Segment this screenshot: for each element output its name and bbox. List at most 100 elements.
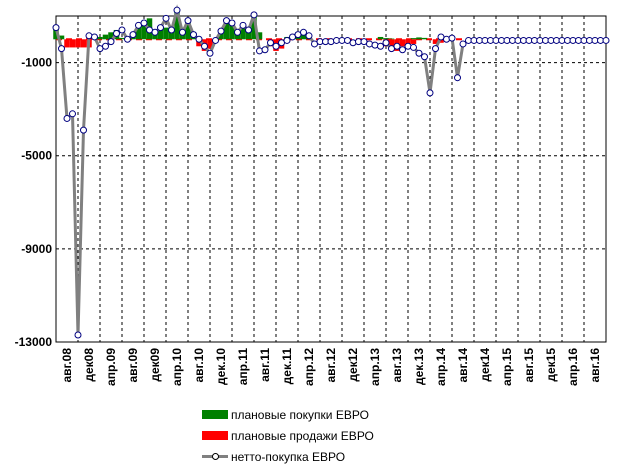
sell-mark-2 [75,39,81,48]
net-point-5 [80,126,87,134]
buy-mark-16 [168,29,175,40]
x-tick-label-4: дек09 [148,348,162,382]
buy-mark-10 [135,27,142,40]
net-point-19 [157,24,164,32]
x-tick-label-22: дек15 [544,348,558,382]
net-point-11 [113,29,120,37]
net-point-46 [305,32,313,40]
y-tick-label-3: -13000 [15,335,53,349]
net-point-66 [415,49,423,57]
buy-mark-36 [388,38,395,40]
y-tick-label-2: -9000 [21,242,52,256]
buy-mark-27 [251,16,257,40]
net-point-35 [245,26,252,34]
buy-mark-34 [377,36,384,40]
net-point-10 [107,38,115,46]
buy-mark-39 [421,37,428,40]
sell-mark-14 [399,39,406,47]
net-point-45 [300,28,307,36]
x-tick-label-0: авг.08 [60,348,74,383]
net-point-3 [69,110,76,118]
net-point-72 [448,34,456,42]
x-tick-label-12: авг.12 [324,348,338,383]
net-point-9 [102,42,109,50]
buy-mark-1 [58,35,65,40]
sell-mark-18 [438,39,444,43]
x-axis: авг.08 дек08 апр.09 авг.09 дек09 апр.10 авг.10… [60,348,602,386]
net-point-24 [184,17,192,25]
net-point-54 [349,39,357,47]
x-tick-label-10: дек.11 [280,348,294,385]
sell-mark-17 [432,39,439,44]
net-point-7 [91,33,98,41]
net-point-39 [267,39,274,47]
legend-swatch-sell [202,431,228,440]
buy-mark-19 [185,20,191,40]
net-point-14 [129,31,137,39]
net-point-23 [179,28,186,36]
net-point-64 [404,42,412,50]
net-point-68 [426,89,434,97]
sell-mark-12 [388,39,395,49]
sell-mark-1 [69,39,76,48]
sell-mark-7 [207,39,213,49]
net-point-26 [195,35,203,43]
x-tick-label-7: дек.10 [214,348,228,385]
buy-mark-15 [163,27,169,40]
legend-label-sell: плановые продажи ЕВРО [231,428,374,443]
x-tick-label-11: апр.12 [302,348,316,386]
net-point-4 [74,331,82,339]
net-point-20 [162,14,170,22]
x-tick-label-5: апр.10 [170,348,184,386]
legend-label-net: нетто-покупка ЕВРО [231,449,346,464]
buy-mark-5 [108,32,114,40]
net-point-33 [234,28,241,36]
net-point-13 [124,35,131,43]
buy-mark-4 [102,34,109,40]
x-tick-label-14: апр.13 [368,348,382,386]
legend-item-net: нетто-покупка ЕВРО [202,446,374,467]
net-point-30 [217,27,225,35]
x-tick-label-2: апр.09 [104,348,118,386]
y-tick-label-1: -5000 [21,149,52,163]
net-point-63 [399,46,406,54]
net-point-57 [366,40,373,48]
x-tick-label-24: авг.16 [588,348,602,383]
legend-label-buy: плановые покупки ЕВРО [231,407,369,422]
net-point-60 [382,39,390,47]
legend-swatch-buy [202,410,228,419]
y-axis: -1000 -5000 -9000 -13000 [15,56,53,349]
x-tick-label-13: дек12 [346,348,360,382]
buy-mark-11 [141,25,147,40]
plot-frame [55,15,607,343]
x-tick-label-1: дек08 [82,348,96,382]
net-point-74 [459,40,467,48]
legend-item-sell: плановые продажи ЕВРО [202,425,374,446]
x-tick-label-3: авг.09 [126,348,140,383]
net-point-62 [393,42,401,50]
buy-mark-14 [157,28,164,40]
net-point-38 [261,46,269,54]
net-point-22 [173,6,181,14]
net-point-59 [377,42,384,50]
x-tick-label-6: авг.10 [192,348,206,383]
net-point-58 [371,41,379,49]
buy-mark-7 [119,37,125,40]
x-tick-label-9: авг.11 [258,348,272,382]
net-point-27 [201,42,208,50]
net-point-65 [410,43,417,51]
plot-area [55,15,607,343]
net-point-50 [327,38,335,46]
net-point-73 [454,74,461,82]
y-tick-label-0: -1000 [21,56,52,70]
x-tick-label-21: авг.15 [522,348,536,383]
net-point-28 [206,49,214,57]
net-point-32 [228,19,236,27]
net-point-18 [151,28,159,36]
x-tick-label-18: авг.14 [456,348,470,383]
series-net-line [52,4,610,339]
buy-mark-35 [383,38,389,40]
x-tick-label-16: дек.13 [412,348,426,385]
buy-mark-3 [97,36,103,40]
